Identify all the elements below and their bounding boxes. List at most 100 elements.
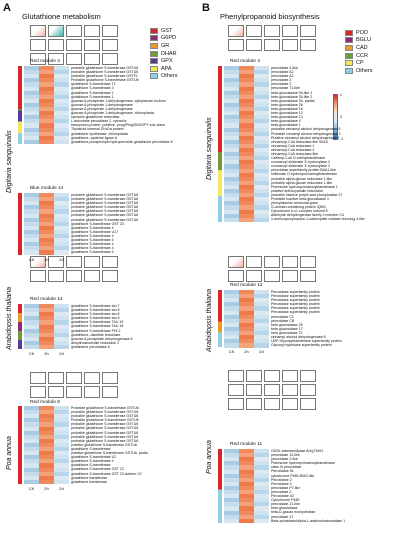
gene-label: beta-glucosidase 12 — [271, 111, 303, 116]
heatmap-cell — [239, 197, 254, 202]
heatmap-x-labels: CK 2h 2d — [24, 351, 69, 356]
heatmap-cell — [24, 467, 39, 472]
trend-plot — [228, 256, 244, 268]
heatmap-cell — [54, 426, 69, 431]
heatmap-cell — [39, 332, 54, 337]
heatmap-cell — [254, 102, 269, 108]
x-label: 2d — [259, 349, 264, 354]
x-label: CK — [28, 486, 35, 491]
heatmap-cell — [254, 209, 269, 214]
gene-label: beta-glucosidase 1 — [271, 123, 301, 128]
heatmap-cell — [39, 340, 54, 346]
heatmap-cell — [39, 209, 54, 214]
heatmap-cell — [39, 131, 54, 136]
heatmap-cell — [224, 490, 239, 495]
trend-plot — [66, 256, 82, 268]
heatmap-cell — [24, 332, 39, 337]
legend-label: CCR — [356, 52, 368, 59]
heatmap-cell — [54, 336, 69, 342]
heatmap-cell — [224, 115, 239, 120]
heatmap-cell — [24, 418, 39, 423]
species-label-b-1: Arabidopsis thaliana — [206, 288, 213, 352]
heatmap-cell — [254, 506, 269, 511]
heatmap-cell — [239, 176, 254, 181]
legend-swatch — [345, 60, 353, 67]
heatmap-cell — [224, 127, 239, 132]
heatmap-cell — [254, 294, 269, 299]
gene-label: glucose-6-phosphate 1-dehydrogenase, chl… — [71, 111, 155, 116]
trend-plot — [84, 53, 100, 65]
heatmap-cell — [254, 302, 269, 307]
category-strip — [218, 449, 222, 523]
heatmap-cell — [254, 78, 269, 83]
heatmap-cell — [239, 343, 254, 348]
heatmap-cell — [39, 115, 54, 120]
gene-label: probable alpha-glucan reductase 1-like — [271, 180, 333, 185]
heatmap-cell — [239, 322, 254, 328]
heatmap-cell — [54, 242, 69, 247]
heatmap-cell — [239, 518, 254, 523]
gene-label: glutathione S-transferase GST 23 — [71, 467, 124, 472]
legend-label: Others — [161, 73, 178, 80]
gene-label: Probable inactive beta-glucosidase 1 — [271, 197, 329, 201]
trend-plot — [246, 384, 262, 396]
trend-plot — [30, 270, 46, 282]
x-label: CK — [28, 351, 35, 356]
heatmap-cell — [224, 473, 239, 478]
gene-label: peroxidase 21 — [271, 514, 294, 519]
trend-thumbnails-b-red11 — [228, 370, 316, 410]
heatmap-cell — [24, 434, 39, 439]
legend-entry: BGLU — [345, 37, 373, 45]
heatmap-cell — [224, 74, 239, 79]
heatmap-cell — [39, 475, 54, 480]
trend-plot — [246, 39, 262, 51]
heatmap-cell — [239, 123, 254, 128]
heatmap-cell — [224, 82, 239, 87]
heatmap-cell — [224, 78, 239, 83]
heatmap-cell — [24, 205, 39, 210]
heatmap-cell — [224, 148, 239, 153]
expression-colorbar — [333, 94, 338, 140]
heatmap-cell — [239, 314, 254, 319]
heatmap-cell — [39, 463, 54, 468]
colorbar-tick-mid: 0 — [340, 115, 342, 119]
heatmap-cell — [39, 455, 54, 460]
heatmap-cell — [39, 442, 54, 448]
heatmap-cell — [54, 304, 69, 309]
module-label: Red module 12 — [230, 283, 263, 288]
legend-swatch — [150, 35, 158, 42]
heatmap-cell — [254, 131, 269, 136]
heatmap-cell — [239, 90, 254, 95]
trend-plot — [264, 39, 280, 51]
gene-label: beta-D-glucan exohydrolase — [271, 510, 316, 515]
heatmap-cell — [54, 213, 69, 218]
trend-plot — [228, 370, 244, 382]
heatmap-cell — [224, 339, 239, 344]
trend-plot — [228, 384, 244, 396]
gene-label: glutathione S-transferase 4 — [71, 225, 114, 230]
heatmap-cell — [239, 318, 254, 323]
gene-label: glutathione S-transferase PHI 2 — [71, 328, 121, 333]
heatmap-cell — [54, 90, 69, 95]
gene-label: peroxidase CB — [271, 318, 295, 323]
heatmap-cell — [24, 422, 39, 427]
heatmap-cell — [54, 82, 69, 87]
heatmap-cell — [24, 213, 39, 218]
gene-label: shikimate O-hydroxycinnamoyltransferase — [271, 172, 338, 177]
heatmap-cell — [54, 308, 69, 313]
heatmap-cell — [39, 434, 54, 439]
heatmap-cell — [254, 197, 269, 202]
heatmap-cell — [254, 66, 269, 71]
panel-b-legend: POD BGLU CAD CCR CP Others — [345, 29, 373, 75]
heatmap-cell — [54, 205, 69, 210]
category-strip — [18, 406, 22, 484]
gene-label: G-domain-containing protein IQM3 — [271, 205, 326, 210]
heatmap-cell — [54, 345, 69, 350]
legend-entry: CCR — [345, 52, 373, 60]
heatmap-cell — [224, 156, 239, 161]
gene-label: glutathione S-transferase — [71, 463, 111, 468]
trend-plot — [30, 386, 46, 398]
heatmap-cell — [239, 213, 254, 218]
legend-swatch — [345, 44, 353, 51]
heatmap-cell — [224, 306, 239, 311]
